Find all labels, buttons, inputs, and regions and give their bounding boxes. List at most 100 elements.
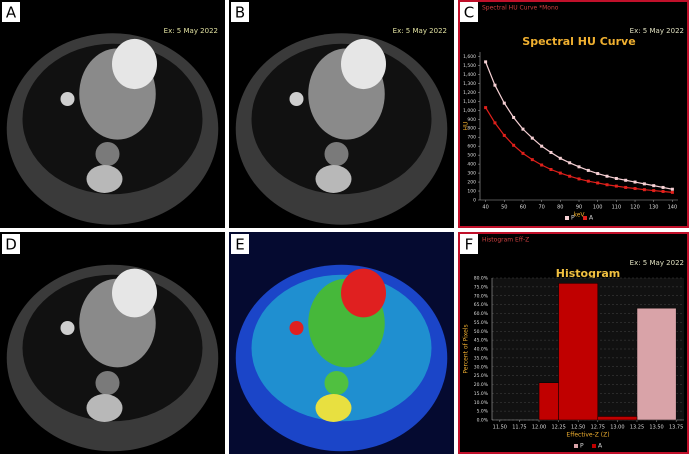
aorta <box>95 371 120 395</box>
y-tick-label: 300 <box>467 171 476 177</box>
chart-title: Spectral HU Curve <box>522 35 635 48</box>
histogram-bar <box>597 416 638 421</box>
legend-swatch <box>592 444 596 448</box>
data-point <box>493 83 497 87</box>
data-point <box>530 158 534 162</box>
panel-label-box <box>460 2 478 22</box>
x-tick-label: 140 <box>668 205 678 211</box>
legend-swatch <box>574 444 578 448</box>
x-tick-label: 110 <box>612 205 622 211</box>
aorta <box>324 142 349 166</box>
data-point <box>502 101 506 105</box>
y-tick-label: 20.0% <box>474 382 489 388</box>
y-tick-label: 0 <box>473 198 476 204</box>
data-point <box>596 181 600 185</box>
data-point <box>633 187 637 191</box>
y-tick-label: 1,500 <box>463 63 476 69</box>
panel-label: A <box>6 4 17 22</box>
legend-swatch <box>583 216 587 220</box>
chart-date: Ex: 5 May 2022 <box>630 27 684 35</box>
y-tick-label: 1,000 <box>463 108 476 114</box>
data-point <box>568 174 572 178</box>
data-point <box>521 151 525 155</box>
data-point <box>670 187 674 191</box>
data-point <box>652 184 656 188</box>
heart <box>341 38 386 90</box>
data-point <box>642 188 646 192</box>
legend-label: A <box>598 443 603 450</box>
y-tick-label: 45.0% <box>474 338 489 344</box>
data-point <box>558 171 562 175</box>
x-tick-label: 13.25 <box>630 425 644 431</box>
y-tick-label: 75.0% <box>474 284 489 290</box>
data-point <box>633 180 637 184</box>
x-tick-label: 50 <box>501 205 507 211</box>
data-point <box>558 156 562 160</box>
histogram-bar <box>538 382 559 421</box>
x-tick-label: 100 <box>593 205 603 211</box>
y-axis-label: HU <box>463 122 470 131</box>
x-tick-label: 120 <box>630 205 640 211</box>
data-point <box>586 179 590 183</box>
data-point <box>512 143 516 147</box>
y-tick-label: 1,300 <box>463 81 476 87</box>
y-tick-label: 60.0% <box>474 311 489 317</box>
spine <box>315 394 352 422</box>
x-tick-label: 12.00 <box>532 425 546 431</box>
x-tick-label: 12.50 <box>571 425 585 431</box>
panel-label: C <box>464 4 474 22</box>
legend-label: P <box>571 215 575 222</box>
y-tick-label: 80.0% <box>474 276 489 282</box>
panel-label-box <box>2 234 20 254</box>
y-tick-label: 25.0% <box>474 373 489 379</box>
vessel <box>60 92 75 106</box>
x-tick-label: 12.75 <box>591 425 605 431</box>
vessel <box>289 321 304 335</box>
data-point <box>530 136 534 140</box>
x-tick-label: 11.75 <box>512 425 526 431</box>
y-tick-label: 10.0% <box>474 400 489 406</box>
x-tick-label: 40 <box>482 205 488 211</box>
y-tick-label: 800 <box>467 126 476 132</box>
y-tick-label: 600 <box>467 144 476 150</box>
data-point <box>624 185 628 189</box>
data-point <box>586 168 590 172</box>
y-tick-label: 40.0% <box>474 347 489 353</box>
spine <box>86 165 123 193</box>
y-tick-label: 1,200 <box>463 90 476 96</box>
x-tick-label: 13.00 <box>610 425 624 431</box>
image-date: Ex: 5 May 2022 <box>164 27 218 35</box>
data-point <box>502 133 506 137</box>
data-point <box>605 174 609 178</box>
legend-label: A <box>589 215 594 222</box>
data-point <box>493 121 497 125</box>
y-tick-label: 35.0% <box>474 355 489 361</box>
y-tick-label: 5.0% <box>477 409 489 415</box>
heart <box>112 38 157 90</box>
x-tick-label: 13.50 <box>649 425 663 431</box>
x-tick-label: 60 <box>520 205 526 211</box>
x-tick-label: 11.50 <box>493 425 507 431</box>
panel-label: D <box>5 236 17 254</box>
chart-header: Spectral HU Curve *Mono <box>482 5 559 12</box>
panel-label-box <box>460 234 478 254</box>
x-tick-label: 12.25 <box>551 425 565 431</box>
data-point <box>652 189 656 193</box>
data-point <box>642 182 646 186</box>
data-point <box>661 189 665 193</box>
panel-label: F <box>465 236 474 254</box>
chart-title: Histogram <box>556 267 621 280</box>
panel-label: B <box>235 4 245 22</box>
x-tick-label: 80 <box>557 205 563 211</box>
y-tick-label: 70.0% <box>474 293 489 299</box>
data-point <box>624 178 628 182</box>
data-point <box>596 172 600 176</box>
y-tick-label: 100 <box>467 189 476 195</box>
y-tick-label: 30.0% <box>474 364 489 370</box>
aorta <box>324 371 349 395</box>
spine <box>86 394 123 422</box>
chart-panel <box>458 0 689 228</box>
data-point <box>577 165 581 169</box>
histogram-bar <box>636 307 677 421</box>
y-tick-label: 0.0% <box>477 418 489 424</box>
